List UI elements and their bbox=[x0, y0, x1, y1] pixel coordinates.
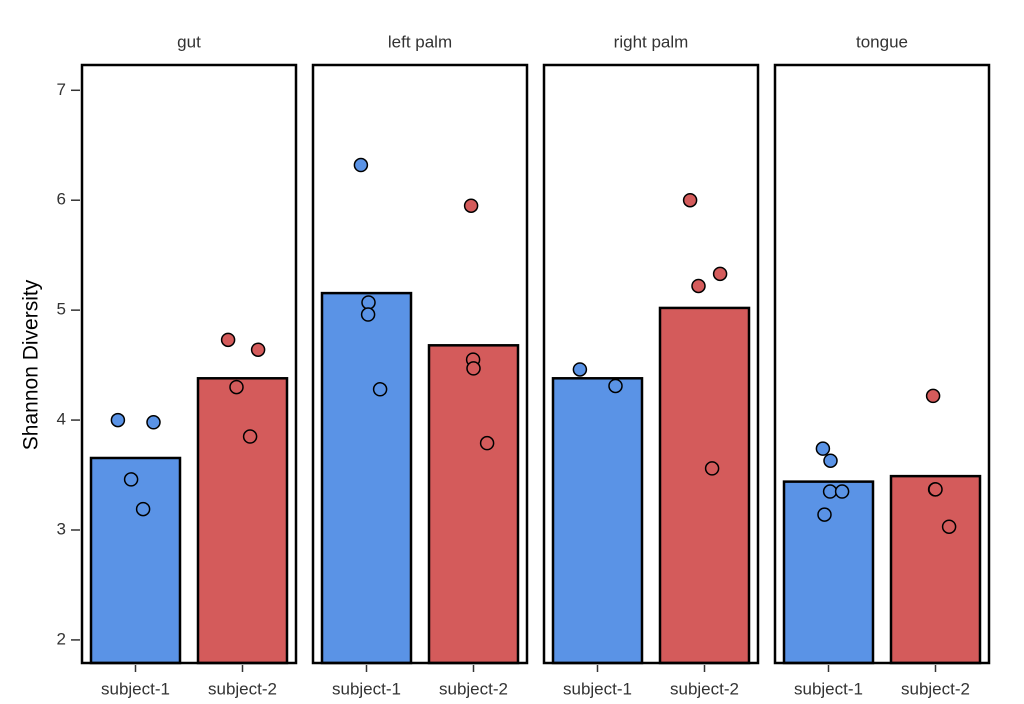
x-tick-label: subject-1 bbox=[563, 679, 632, 698]
point bbox=[691, 278, 706, 294]
bar bbox=[196, 377, 289, 665]
point bbox=[608, 378, 623, 394]
point bbox=[834, 484, 850, 499]
point bbox=[925, 388, 941, 404]
point bbox=[353, 157, 369, 173]
facet-title: tongue bbox=[856, 32, 908, 51]
point bbox=[682, 192, 698, 208]
point bbox=[815, 441, 831, 456]
point bbox=[822, 484, 838, 499]
y-tick-label: 5 bbox=[57, 300, 66, 319]
point bbox=[463, 198, 479, 213]
panel-border bbox=[311, 63, 529, 665]
bar bbox=[889, 474, 982, 665]
point bbox=[135, 501, 151, 517]
point bbox=[704, 461, 720, 476]
point bbox=[220, 332, 236, 348]
facet-title: gut bbox=[177, 32, 201, 51]
bar bbox=[427, 344, 520, 665]
point bbox=[372, 382, 388, 397]
panel-border bbox=[80, 63, 298, 665]
x-tick-label: subject-2 bbox=[670, 679, 739, 698]
point bbox=[823, 453, 838, 468]
panel-border bbox=[773, 63, 991, 665]
point bbox=[712, 266, 728, 282]
y-tick-label: 7 bbox=[57, 80, 66, 99]
y-tick-label: 4 bbox=[57, 410, 66, 429]
x-tick-label: subject-1 bbox=[332, 679, 401, 698]
y-tick-label: 3 bbox=[57, 519, 66, 538]
point bbox=[250, 342, 266, 357]
point bbox=[941, 519, 957, 534]
bar bbox=[320, 291, 413, 665]
facet-title: left palm bbox=[388, 32, 452, 51]
x-tick-label: subject-2 bbox=[208, 679, 277, 698]
point bbox=[928, 482, 943, 497]
bar bbox=[658, 306, 751, 665]
bar bbox=[551, 377, 644, 665]
bar bbox=[89, 456, 182, 665]
point bbox=[123, 472, 139, 487]
point bbox=[361, 295, 376, 310]
point bbox=[242, 429, 258, 444]
point bbox=[110, 412, 126, 428]
point bbox=[466, 361, 481, 376]
point bbox=[479, 435, 495, 451]
x-tick-label: subject-2 bbox=[901, 679, 970, 698]
point bbox=[229, 379, 244, 395]
x-tick-label: subject-1 bbox=[794, 679, 863, 698]
panel-border bbox=[542, 63, 760, 665]
y-tick-label: 6 bbox=[57, 190, 66, 209]
x-tick-label: subject-1 bbox=[101, 679, 170, 698]
point bbox=[360, 307, 376, 322]
point bbox=[146, 415, 161, 430]
point bbox=[817, 507, 832, 522]
facet-title: right palm bbox=[614, 32, 689, 51]
y-axis-label: Shannon Diversity bbox=[20, 279, 43, 450]
x-tick-label: subject-2 bbox=[439, 679, 508, 698]
point bbox=[572, 362, 588, 377]
y-tick-label: 2 bbox=[57, 629, 66, 648]
